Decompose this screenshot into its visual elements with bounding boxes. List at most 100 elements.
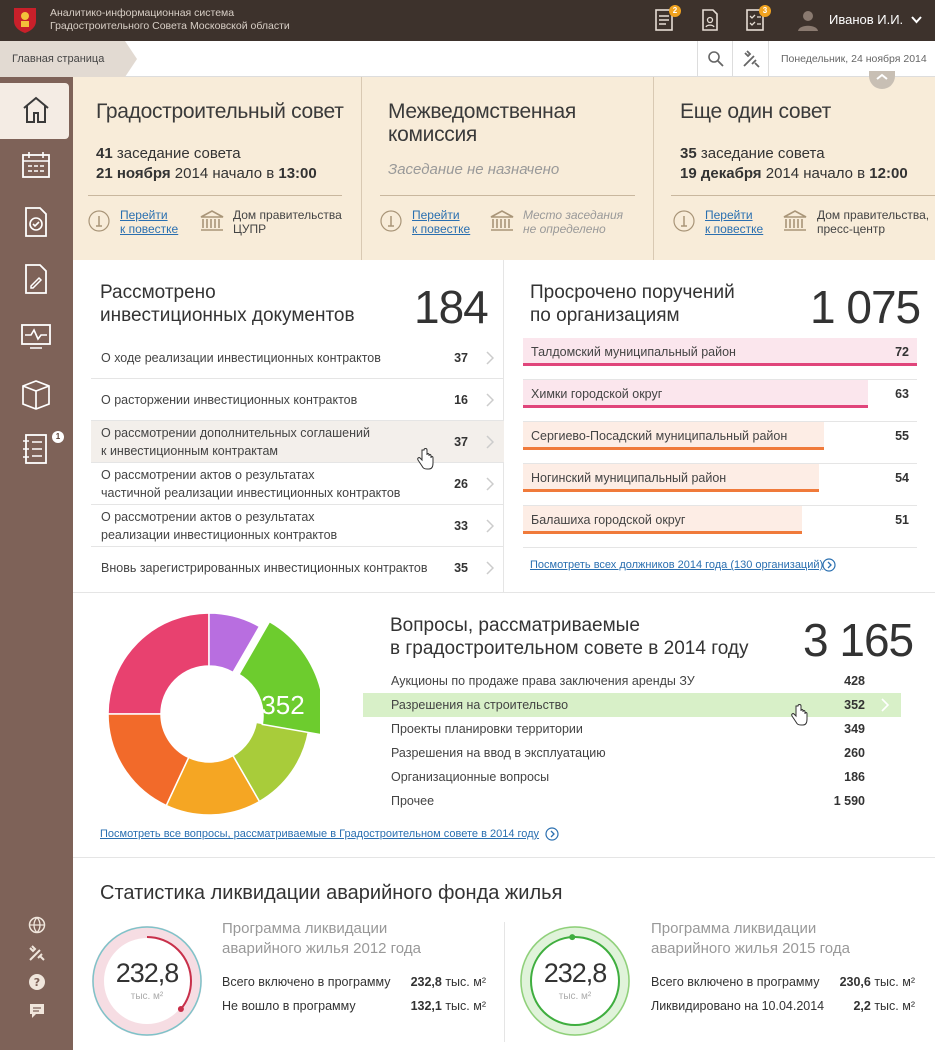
- chevron-down-icon[interactable]: [911, 16, 922, 24]
- overdue-row[interactable]: Ногинский муниципальный район 54: [523, 464, 917, 506]
- overdue-row[interactable]: Талдомский муниципальный район 72: [523, 338, 917, 380]
- sidebar-item-home[interactable]: [0, 83, 69, 139]
- all-debtors-link[interactable]: Посмотреть всех должников 2014 года (130…: [530, 559, 824, 571]
- user-name[interactable]: Иванов И.И.: [829, 12, 904, 27]
- overdue-row-label: Сергиево-Посадский муниципальный район: [531, 429, 788, 443]
- council-card-interagency: Межведомственная комиссия Заседание не на…: [362, 77, 653, 260]
- approved-document-icon[interactable]: [20, 206, 52, 238]
- overdue-row[interactable]: Сергиево-Посадский муниципальный район 55: [523, 422, 917, 464]
- meeting-place: Дом правительства ЦУПР: [233, 208, 342, 236]
- donut-segment[interactable]: [231, 721, 310, 803]
- question-row[interactable]: Прочее 1 590: [363, 789, 901, 813]
- investments-title: Рассмотрено инвестиционных документов: [100, 281, 355, 327]
- investment-row[interactable]: О расторжении инвестиционных контрактов …: [91, 379, 504, 421]
- home-icon: [23, 96, 49, 123]
- investment-row[interactable]: О рассмотрении актов о результатах частич…: [91, 463, 504, 505]
- meeting-place-line1: Место заседания: [523, 208, 624, 222]
- question-row-value: 428: [844, 674, 865, 688]
- program-ring-unit: тыс. м²: [130, 991, 164, 1002]
- help-icon[interactable]: ?: [28, 973, 46, 991]
- search-button[interactable]: [697, 41, 733, 77]
- register-icon[interactable]: [20, 433, 52, 465]
- documents-icon[interactable]: [654, 8, 674, 32]
- question-row[interactable]: Проекты планировки территории 349: [363, 717, 901, 741]
- investment-row[interactable]: О рассмотрении актов о результатах реализ…: [91, 505, 504, 547]
- tools-icon: [743, 50, 760, 68]
- session-number: 41: [96, 145, 113, 162]
- donut-segment[interactable]: [208, 612, 261, 674]
- program-ring-unit: тыс. м²: [558, 991, 592, 1002]
- agenda-link-line2[interactable]: к повестке: [705, 222, 764, 236]
- investments-total: 184: [414, 281, 489, 333]
- chat-icon[interactable]: [28, 1002, 46, 1020]
- meeting-place-line2: не определено: [523, 222, 606, 236]
- program-included-label: Всего включено в программу: [222, 975, 391, 989]
- session-time: 13:00: [278, 165, 317, 182]
- user-document-icon[interactable]: [700, 8, 720, 32]
- question-row[interactable]: Организационные вопросы 186: [363, 765, 901, 789]
- investment-row-value: 16: [454, 393, 468, 407]
- globe-icon[interactable]: [28, 916, 46, 934]
- program-2012-ring-chart: [92, 926, 202, 1036]
- agenda-link[interactable]: Перейти к повестке: [705, 208, 763, 236]
- overdue-row-label: Ногинский муниципальный район: [531, 471, 727, 485]
- chevron-right-icon: [486, 519, 494, 533]
- user-avatar-icon[interactable]: [797, 9, 819, 31]
- council-title-line2: комиссия: [388, 123, 477, 146]
- documents-badge: 2: [669, 5, 681, 17]
- question-row-label: Разрешения на ввод в эксплуатацию: [391, 746, 606, 760]
- system-title-line2: Градостроительного Совета Московской обл…: [50, 20, 290, 32]
- calendar-icon[interactable]: [20, 150, 52, 182]
- agenda-link-line1[interactable]: Перейти: [705, 208, 753, 222]
- donut-segment[interactable]: [108, 612, 210, 715]
- ring-outer: [92, 926, 202, 1036]
- question-row-value: 260: [844, 746, 865, 760]
- collapse-icon[interactable]: [869, 71, 895, 89]
- questions-donut-chart: 352: [108, 612, 320, 816]
- breadcrumb-home[interactable]: Главная страница: [0, 41, 137, 77]
- question-row-label: Прочее: [391, 794, 435, 808]
- checklist-icon[interactable]: [745, 8, 765, 32]
- investment-row-label: О рассмотрении дополнительных соглашений…: [101, 426, 370, 458]
- building-icon: [200, 210, 224, 231]
- overdue-bar: [523, 422, 824, 450]
- question-row[interactable]: Разрешения на ввод в эксплуатацию 260: [363, 741, 901, 765]
- overdue-row[interactable]: Балашиха городской округ 51: [523, 506, 917, 548]
- agenda-link[interactable]: Перейти к повестке: [120, 208, 178, 236]
- settings-tools-icon[interactable]: [28, 944, 46, 962]
- investment-row[interactable]: О ходе реализации инвестиционных контрак…: [91, 337, 504, 379]
- agenda-link-line1[interactable]: Перейти: [120, 208, 168, 222]
- meeting-place: Дом правительства, пресс-центр: [817, 208, 929, 236]
- overdue-bar: [523, 506, 802, 534]
- arrow-circle-right-icon[interactable]: [822, 558, 836, 572]
- session-date-text: 2014 начало в: [170, 165, 279, 182]
- overdue-row-value: 51: [895, 513, 909, 527]
- all-questions-link[interactable]: Посмотреть все вопросы, рассматриваемые …: [100, 828, 540, 840]
- meeting-place-line1: Дом правительства,: [817, 208, 930, 222]
- book-icon[interactable]: [20, 378, 52, 410]
- donut-segment[interactable]: [108, 713, 190, 807]
- question-row[interactable]: Аукционы по продаже права заключения аре…: [363, 669, 901, 693]
- overdue-row-value: 55: [895, 429, 909, 443]
- donut-segment[interactable]: [237, 620, 320, 736]
- agenda-link[interactable]: Перейти к повестке: [412, 208, 470, 236]
- agenda-link-line1[interactable]: Перейти: [412, 208, 460, 222]
- donut-segment[interactable]: [165, 754, 261, 816]
- monitor-chart-icon[interactable]: [20, 320, 52, 352]
- agenda-link-line2[interactable]: к повестке: [120, 222, 179, 236]
- investment-row-hovered[interactable]: О рассмотрении дополнительных соглашений…: [91, 421, 504, 463]
- investment-row[interactable]: Вновь зарегистрированных инвестиционных …: [91, 547, 504, 589]
- overdue-row[interactable]: Химки городской округ 63: [523, 380, 917, 422]
- tools-button[interactable]: [732, 41, 768, 77]
- investment-row-value: 33: [454, 519, 468, 533]
- question-row-value: 352: [844, 698, 865, 712]
- agenda-link-line2[interactable]: к повестке: [412, 222, 471, 236]
- council-title-line1: Межведомственная: [388, 100, 576, 123]
- coat-of-arms-logo: [14, 8, 36, 33]
- svg-text:?: ?: [34, 976, 40, 989]
- overdue-panel: Просрочено поручений по организациям 1 07…: [505, 260, 935, 592]
- council-divider: [671, 195, 935, 196]
- edit-document-icon[interactable]: [20, 263, 52, 295]
- question-row-highlighted[interactable]: Разрешения на строительство 352: [363, 693, 901, 717]
- arrow-circle-right-icon[interactable]: [545, 827, 559, 841]
